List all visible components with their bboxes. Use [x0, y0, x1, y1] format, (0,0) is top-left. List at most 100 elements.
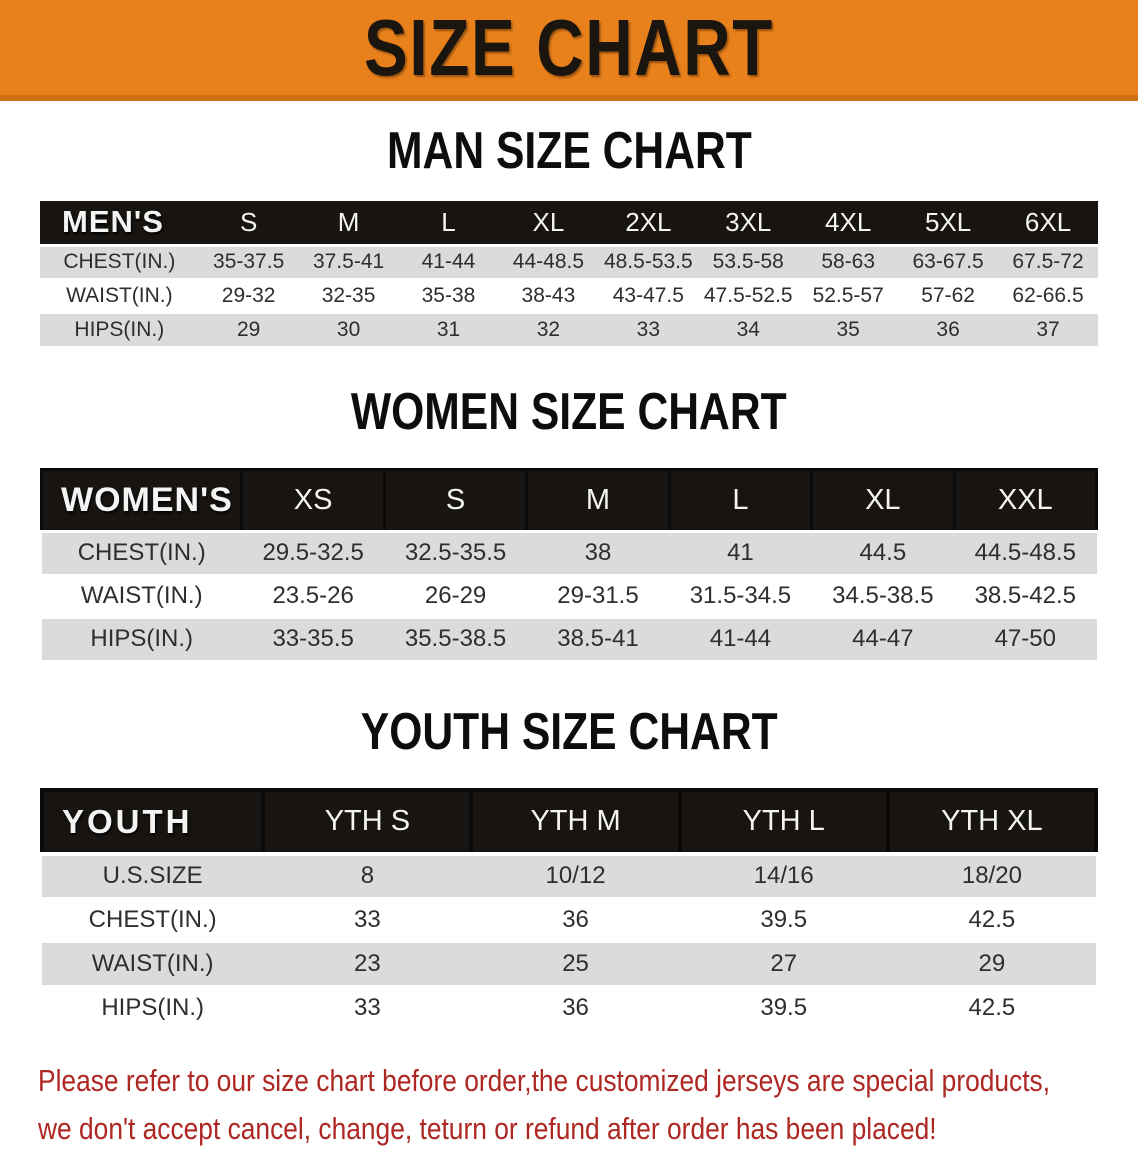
row-label: U.S.SIZE — [42, 853, 264, 899]
row-label: HIPS(IN.) — [40, 313, 199, 348]
size-cell: 62-66.5 — [998, 279, 1098, 314]
size-cell: 41-44 — [398, 245, 499, 280]
size-cell: 36 — [471, 985, 680, 1031]
table-row: U.S.SIZE 8 10/12 14/16 18/20 — [42, 853, 1096, 899]
section-men: MAN SIZE CHART MEN'S S M L XL 2XL 3XL 4XL 5XL 6XL C… — [0, 125, 1138, 348]
table-row: HIPS(IN.) 33 36 39.5 42.5 — [42, 985, 1096, 1031]
column-header: YTH S — [261, 787, 474, 856]
size-cell: 18/20 — [887, 853, 1096, 899]
size-cell: 63-67.5 — [898, 245, 999, 280]
size-cell: 26-29 — [384, 574, 527, 619]
size-cell: 43-47.5 — [598, 279, 699, 314]
column-header: XS — [240, 468, 386, 533]
row-label: CHEST(IN.) — [41, 531, 242, 576]
table-row: HIPS(IN.) 33-35.5 35.5-38.5 38.5-41 41-44 44-… — [41, 617, 1097, 662]
size-cell: 10/12 — [471, 853, 680, 899]
column-header: M — [298, 201, 399, 247]
page-title: SIZE CHART — [319, 7, 819, 88]
column-header: S — [198, 201, 299, 247]
column-header: S — [382, 468, 529, 533]
size-cell: 25 — [471, 941, 680, 987]
size-cell: 36 — [898, 313, 999, 348]
size-cell: 33 — [263, 897, 472, 943]
column-header: L — [667, 468, 814, 533]
table-row: WAIST(IN.) 23.5-26 26-29 29-31.5 31.5-34.5 34… — [41, 574, 1097, 619]
row-label: HIPS(IN.) — [42, 985, 264, 1031]
size-cell: 47-50 — [954, 617, 1097, 662]
column-header: YTH M — [469, 787, 682, 856]
size-cell: 39.5 — [679, 897, 888, 943]
size-cell: 33 — [263, 985, 472, 1031]
table-corner-label: WOMEN'S — [39, 468, 244, 533]
section-youth: YOUTH SIZE CHART YOUTH YTH S YTH M YTH L YTH … — [0, 706, 1138, 1031]
size-cell: 29 — [887, 941, 1096, 987]
column-header: XL — [498, 201, 599, 247]
size-cell: 53.5-58 — [698, 245, 799, 280]
size-cell: 38 — [526, 531, 670, 576]
size-cell: 34 — [698, 313, 799, 348]
size-table-women: WOMEN'S XS S M L XL XXL CHEST(IN.) 29.5-32.5 32.5… — [39, 468, 1099, 662]
section-heading-text: WOMEN SIZE CHART — [351, 383, 787, 441]
column-header: XXL — [952, 468, 1099, 533]
size-table-youth: YOUTH YTH S YTH M YTH L YTH XL U.S.SIZE 8 10/12… — [39, 787, 1099, 1031]
size-cell: 14/16 — [679, 853, 888, 899]
size-cell: 29-32 — [198, 279, 299, 314]
column-header: 3XL — [698, 201, 799, 247]
size-cell: 38-43 — [498, 279, 599, 314]
size-cell: 37 — [998, 313, 1098, 348]
size-cell: 36 — [471, 897, 680, 943]
table-row: CHEST(IN.) 33 36 39.5 42.5 — [42, 897, 1096, 943]
size-cell: 32 — [498, 313, 599, 348]
table-row: WAIST(IN.) 23 25 27 29 — [42, 941, 1096, 987]
size-table-men: MEN'S S M L XL 2XL 3XL 4XL 5XL 6XL CHEST(IN.) 35-37… — [40, 201, 1098, 348]
size-cell: 38.5-41 — [526, 617, 670, 662]
column-header: YTH XL — [885, 787, 1099, 856]
column-header: L — [398, 201, 499, 247]
section-heading-women: WOMEN SIZE CHART — [0, 386, 1138, 438]
size-cell: 58-63 — [798, 245, 899, 280]
section-heading-text: YOUTH SIZE CHART — [360, 702, 778, 761]
size-cell: 42.5 — [887, 897, 1096, 943]
column-header: 2XL — [598, 201, 699, 247]
size-cell: 44-47 — [811, 617, 955, 662]
size-cell: 30 — [298, 313, 399, 348]
size-cell: 41 — [669, 531, 812, 576]
table-row: HIPS(IN.) 29 30 31 32 33 34 35 36 37 — [40, 313, 1098, 348]
table-header-row: WOMEN'S XS S M L XL XXL — [39, 468, 1099, 533]
table-row: CHEST(IN.) 29.5-32.5 32.5-35.5 38 41 44.5 44.5… — [41, 531, 1097, 576]
size-cell: 37.5-41 — [298, 245, 399, 280]
size-cell: 33-35.5 — [241, 617, 385, 662]
table-header-row: MEN'S S M L XL 2XL 3XL 4XL 5XL 6XL — [40, 201, 1098, 247]
row-label: WAIST(IN.) — [42, 941, 264, 987]
table-row: CHEST(IN.) 35-37.5 37.5-41 41-44 44-48.5 48.5… — [40, 245, 1098, 280]
size-cell: 32-35 — [298, 279, 399, 314]
size-cell: 29-31.5 — [526, 574, 670, 619]
size-cell: 67.5-72 — [998, 245, 1098, 280]
size-cell: 35-37.5 — [198, 245, 299, 280]
size-cell: 35-38 — [398, 279, 499, 314]
size-cell: 27 — [679, 941, 888, 987]
section-heading-youth: YOUTH SIZE CHART — [0, 706, 1138, 758]
size-cell: 35 — [798, 313, 899, 348]
size-cell: 41-44 — [669, 617, 812, 662]
size-cell: 31 — [398, 313, 499, 348]
row-label: HIPS(IN.) — [41, 617, 242, 662]
table-corner-label: MEN'S — [40, 201, 199, 247]
size-cell: 33 — [598, 313, 699, 348]
disclaimer-line-2: we don't accept cancel, change, teturn o… — [38, 1110, 937, 1146]
size-cell: 44-48.5 — [498, 245, 599, 280]
table-row: WAIST(IN.) 29-32 32-35 35-38 38-43 43-47.5 47.… — [40, 279, 1098, 314]
column-header: M — [525, 468, 671, 533]
column-header: 5XL — [898, 201, 999, 247]
section-heading-men: MAN SIZE CHART — [0, 125, 1138, 177]
table-corner-label: YOUTH — [39, 787, 266, 856]
column-header: XL — [810, 468, 956, 533]
size-cell: 39.5 — [679, 985, 888, 1031]
size-cell: 8 — [263, 853, 472, 899]
section-heading-text: MAN SIZE CHART — [386, 122, 752, 180]
size-cell: 57-62 — [898, 279, 999, 314]
row-label: WAIST(IN.) — [40, 279, 199, 314]
row-label: WAIST(IN.) — [41, 574, 242, 619]
size-cell: 48.5-53.5 — [598, 245, 699, 280]
